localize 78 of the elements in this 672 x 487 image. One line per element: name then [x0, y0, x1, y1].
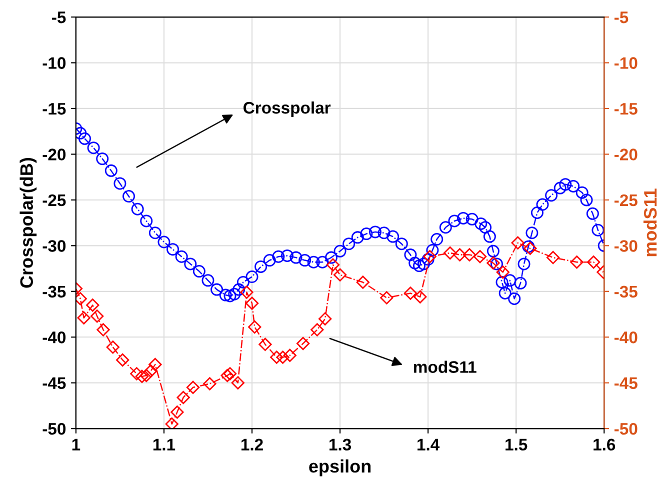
point — [326, 258, 340, 272]
point — [258, 338, 272, 352]
point — [473, 250, 487, 264]
x-tick-label: 1.3 — [330, 438, 352, 451]
point — [380, 291, 394, 304]
y2-tick-label: -50 — [614, 422, 638, 435]
point — [116, 353, 130, 367]
y2-tick-label: -30 — [614, 240, 638, 252]
point — [496, 266, 510, 279]
point — [356, 276, 370, 289]
point — [443, 246, 457, 260]
point — [135, 370, 149, 384]
point — [276, 350, 290, 364]
y-tick-label: -35 — [42, 286, 66, 298]
point — [333, 268, 347, 282]
x-tick-label: 1.2 — [241, 438, 263, 450]
point — [404, 286, 418, 300]
y2-tick-label: -5 — [614, 12, 628, 24]
x-tick-label: 1.1 — [153, 438, 176, 450]
point — [186, 380, 200, 394]
y-tick-label: -15 — [42, 103, 66, 115]
x-axis-title: epsilon — [309, 459, 371, 476]
point — [486, 256, 500, 270]
y2-tick-label: -35 — [614, 286, 638, 298]
y-tick-label: -20 — [42, 148, 66, 160]
point — [283, 348, 296, 362]
point — [90, 309, 104, 323]
y2-tick-label: -10 — [614, 57, 638, 69]
x-tick-label: 1.5 — [506, 438, 528, 451]
x-tick-label: 1 — [72, 438, 80, 450]
point — [546, 250, 560, 264]
point — [318, 312, 332, 326]
point — [414, 290, 427, 304]
point — [96, 323, 110, 336]
y2-axis-title: modS11 — [643, 188, 657, 256]
y-tick-label: -5 — [52, 12, 66, 24]
y2-tick-label: -15 — [614, 103, 638, 115]
point — [462, 248, 476, 262]
point — [106, 340, 120, 354]
y2-tick-label: -25 — [614, 194, 638, 206]
point — [144, 364, 158, 378]
x-tick-label: 1.6 — [594, 438, 616, 451]
annotation: Crosspolar — [244, 101, 331, 117]
point — [270, 350, 284, 364]
y2-tick-label: -45 — [614, 377, 638, 390]
point — [86, 298, 100, 312]
point — [511, 236, 524, 250]
point — [170, 406, 184, 419]
y-tick-label: -50 — [42, 422, 66, 435]
annotation: modS11 — [414, 360, 476, 373]
point — [453, 248, 466, 262]
point — [165, 417, 178, 429]
point — [77, 311, 90, 324]
point — [296, 336, 310, 350]
y-tick-label: -40 — [42, 332, 66, 344]
point — [176, 390, 190, 404]
x-tick-label: 1.4 — [418, 438, 440, 450]
y-tick-label: -45 — [42, 377, 66, 390]
point — [586, 256, 600, 269]
point — [423, 250, 436, 264]
point — [240, 286, 254, 299]
point — [231, 376, 245, 390]
y-tick-label: -30 — [42, 240, 66, 252]
point — [310, 323, 324, 336]
y2-tick-label: -40 — [614, 332, 638, 344]
y-axis-title: Crosspolar(dB) — [20, 158, 37, 288]
point — [248, 320, 262, 334]
y2-tick-label: -20 — [614, 148, 638, 160]
point — [570, 256, 584, 269]
point — [245, 296, 259, 310]
y-tick-label: -10 — [42, 57, 66, 69]
point — [223, 367, 237, 380]
point — [130, 367, 144, 380]
y-tick-label: -25 — [42, 194, 66, 206]
point — [148, 358, 162, 372]
point — [140, 368, 153, 382]
point — [203, 377, 216, 390]
point — [220, 368, 234, 382]
